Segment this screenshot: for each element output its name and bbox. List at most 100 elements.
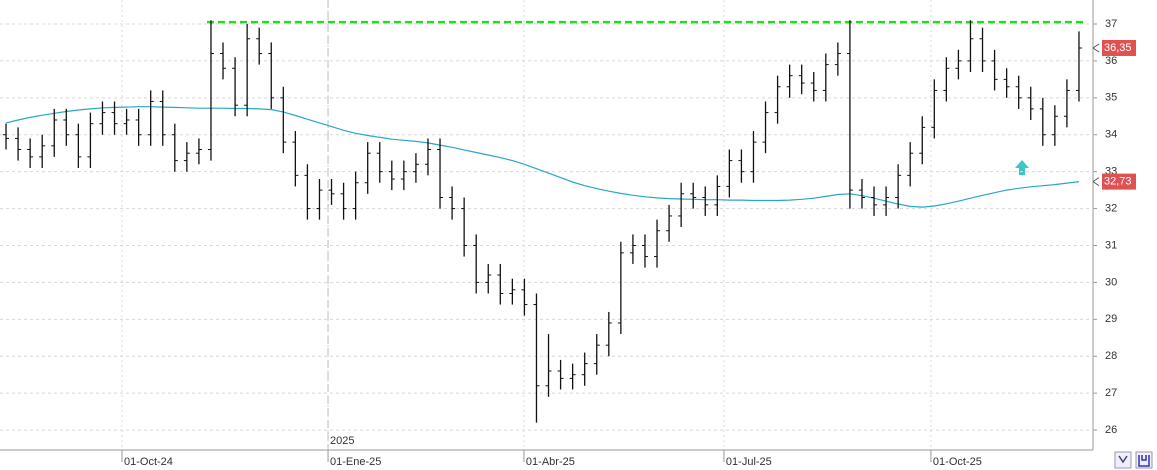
- x-tick-label: 01-Ene-25: [330, 456, 381, 468]
- y-tick-label: 35: [1105, 92, 1117, 104]
- ohlc-bar: [1039, 97, 1046, 146]
- ohlc-bar: [388, 160, 395, 191]
- ohlc-bar: [786, 64, 793, 98]
- ohlc-bar: [111, 101, 118, 135]
- ohlc-bar: [895, 164, 902, 209]
- ohlc-bar: [147, 90, 154, 146]
- ohlc-bar: [617, 241, 624, 335]
- ohlc-bar: [280, 86, 287, 154]
- ohlc-bar: [762, 101, 769, 154]
- ohlc-bar: [666, 204, 673, 242]
- ohlc-bar: [449, 186, 456, 220]
- ohlc-bar: [473, 234, 480, 294]
- ohlc-bar: [123, 108, 130, 135]
- ohlc-bar: [1051, 105, 1058, 146]
- ohlc-bar: [943, 57, 950, 102]
- ohlc-bar: [352, 171, 359, 220]
- ohlc-bar: [292, 131, 299, 187]
- ohlc-bar: [461, 197, 468, 257]
- y-tick-label: 27: [1105, 387, 1117, 399]
- ohlc-bar: [75, 123, 82, 168]
- last-label-box: [1102, 173, 1136, 190]
- ohlc-bar: [268, 42, 275, 109]
- y-tick-label: 26: [1105, 424, 1117, 436]
- x-tick-label: 01-Oct-24: [124, 456, 173, 468]
- ohlc-bar: [424, 138, 431, 176]
- ohlc-bar: [400, 160, 407, 191]
- ohlc-bar: [858, 179, 865, 209]
- ohlc-bar: [171, 123, 178, 172]
- ohlc-bar: [364, 142, 371, 194]
- last-label-pointer: [1092, 43, 1100, 53]
- ohlc-bar: [159, 90, 166, 146]
- y-tick-label: 28: [1105, 350, 1117, 362]
- y-tick-label: 31: [1105, 239, 1117, 251]
- zoom-button[interactable]: [1114, 451, 1132, 469]
- last-label: 36,35: [1104, 42, 1132, 54]
- ohlc-bar: [991, 49, 998, 91]
- ohlc-bar: [1075, 31, 1082, 102]
- ohlc-bar: [955, 49, 962, 80]
- ohlc-bar: [1003, 68, 1010, 98]
- zoom-icon: [1118, 455, 1128, 464]
- ohlc-bar: [533, 293, 540, 423]
- ohlc-bar: [87, 112, 94, 168]
- ohlc-bar: [738, 149, 745, 183]
- save-icon: [1138, 455, 1150, 467]
- ohlc-bar: [774, 75, 781, 124]
- y-tick-label: 29: [1105, 313, 1117, 325]
- ohlc-bar: [376, 142, 383, 183]
- ohlc-bar: [919, 116, 926, 165]
- y-tick-label: 30: [1105, 276, 1117, 288]
- ohlc-bar: [183, 142, 190, 172]
- ohlc-bar: [304, 164, 311, 220]
- ohlc-bar: [27, 138, 34, 168]
- ohlc-bar: [979, 27, 986, 72]
- ohlc-bar: [581, 352, 588, 386]
- ohlc-bar: [220, 42, 227, 80]
- ohlc-bar: [509, 278, 516, 305]
- x-tick-label: 01-Oct-25: [933, 456, 982, 468]
- ohlc-bar: [232, 57, 239, 117]
- ohlc-bar: [834, 42, 841, 76]
- ohlc-bar: [51, 108, 58, 157]
- ohlc-bar: [135, 108, 142, 146]
- ohlc-bar: [883, 186, 890, 216]
- ohlc-bar: [654, 219, 661, 268]
- ohlc-bar: [726, 149, 733, 198]
- x-tick-label: 01-Abr-25: [526, 456, 575, 468]
- ohlc-bar: [871, 186, 878, 216]
- ohlc-bar: [702, 186, 709, 216]
- ohlc-bar: [907, 142, 914, 187]
- ohlc-bar: [931, 79, 938, 139]
- ohlc-bar: [412, 153, 419, 183]
- ohlc-bar: [437, 138, 444, 209]
- year-label: 2025: [330, 435, 354, 447]
- ohlc-bar: [967, 20, 974, 72]
- y-tick-label: 36: [1105, 55, 1117, 67]
- ohlc-bar: [1015, 75, 1022, 109]
- moving-average: [5, 106, 1080, 208]
- ohlc-bar: [593, 334, 600, 375]
- ohlc-bar: [629, 234, 636, 264]
- ohlc-bar: [822, 53, 829, 102]
- ohlc-bar: [690, 182, 697, 209]
- ohlc-bar: [99, 101, 106, 135]
- ohlc-bar: [328, 179, 335, 205]
- x-tick-label: 01-Jul-25: [726, 456, 772, 468]
- last-label-box: [1102, 39, 1136, 56]
- y-tick-label: 34: [1105, 129, 1117, 141]
- y-tick-label: 37: [1105, 18, 1117, 30]
- ohlc-bar: [15, 127, 22, 161]
- ohlc-bar: [1027, 86, 1034, 120]
- y-tick-label: 32: [1105, 202, 1117, 214]
- last-label-pointer: [1092, 177, 1100, 187]
- ohlc-bar: [3, 123, 10, 150]
- ohlc-bar: [750, 131, 757, 183]
- toolbar: [1114, 451, 1153, 469]
- ohlc-bar: [195, 138, 202, 165]
- ohlc-bar: [497, 263, 504, 305]
- ohlc-bar: [569, 363, 576, 390]
- ohlc-bar: [207, 20, 214, 161]
